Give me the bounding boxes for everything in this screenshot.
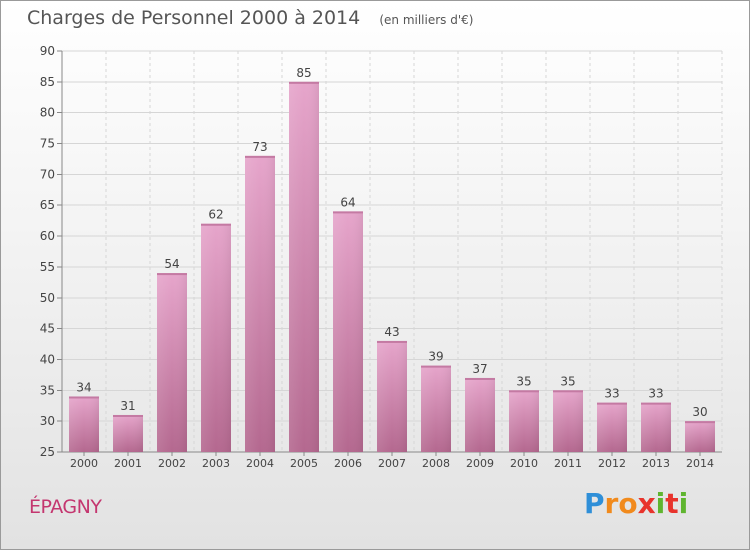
bar-top <box>685 421 715 424</box>
data-label: 30 <box>692 405 707 419</box>
bar-top <box>377 340 407 343</box>
x-tick-label: 2007 <box>378 457 406 470</box>
bar-top <box>157 273 187 276</box>
logo-letter: x <box>637 487 656 520</box>
data-label: 34 <box>76 380 91 394</box>
y-tick-label: 40 <box>40 352 55 366</box>
x-tick-label: 2004 <box>246 457 274 470</box>
bar-shine <box>157 273 187 452</box>
data-label: 64 <box>340 195 355 209</box>
data-label: 73 <box>252 140 267 154</box>
bar-top <box>201 223 231 226</box>
bar-top <box>69 396 99 399</box>
data-label: 43 <box>384 325 399 339</box>
y-tick-label: 25 <box>40 445 55 459</box>
x-tick-label: 2005 <box>290 457 318 470</box>
y-tick-label: 70 <box>40 167 55 181</box>
bar-shine <box>641 402 671 452</box>
bar-shine <box>113 414 143 452</box>
proxiti-logo: Proxiti <box>584 487 688 520</box>
bar-top <box>465 377 495 380</box>
y-tick-label: 50 <box>40 291 55 305</box>
bar-shine <box>685 421 715 452</box>
bar-shine <box>377 340 407 452</box>
bar-top <box>245 155 275 158</box>
bar-shine <box>333 211 363 452</box>
logo-letter: r <box>604 487 619 520</box>
y-tick-label: 65 <box>40 198 55 212</box>
bar-top <box>421 365 451 368</box>
bar-top <box>113 414 143 417</box>
bar-shine <box>509 390 539 452</box>
x-tick-label: 2000 <box>70 457 98 470</box>
data-label: 33 <box>604 387 619 401</box>
data-label: 35 <box>560 374 575 388</box>
data-label: 62 <box>208 208 223 222</box>
x-tick-label: 2006 <box>334 457 362 470</box>
logo-letter: P <box>584 487 605 520</box>
x-tick-label: 2013 <box>642 457 670 470</box>
x-tick-label: 2014 <box>686 457 714 470</box>
bar-top <box>553 390 583 393</box>
x-tick-label: 2003 <box>202 457 230 470</box>
y-tick-label: 55 <box>40 260 55 274</box>
x-tick-label: 2001 <box>114 457 142 470</box>
bar-shine <box>465 377 495 452</box>
logo-letter: o <box>618 487 638 520</box>
y-tick-label: 45 <box>40 322 55 336</box>
logo-letter: t <box>665 487 679 520</box>
chart-subtitle: (en milliers d'€) <box>379 13 474 27</box>
bar-shine <box>553 390 583 452</box>
bars <box>69 81 715 452</box>
y-tick-label: 35 <box>40 383 55 397</box>
data-label: 33 <box>648 387 663 401</box>
bar-top <box>641 402 671 405</box>
chart-title: Charges de Personnel 2000 à 2014 <box>27 7 361 29</box>
x-tick-label: 2008 <box>422 457 450 470</box>
bar-shine <box>201 223 231 452</box>
bar-shine <box>597 402 627 452</box>
bar-top <box>597 402 627 405</box>
x-tick-label: 2002 <box>158 457 186 470</box>
y-tick-label: 60 <box>40 229 55 243</box>
data-label: 35 <box>516 374 531 388</box>
bar-top <box>509 390 539 393</box>
x-tick-label: 2012 <box>598 457 626 470</box>
bar-shine <box>69 396 99 452</box>
data-label: 39 <box>428 350 443 364</box>
bar-shine <box>289 81 319 452</box>
bar-shine <box>245 155 275 452</box>
city-name: ÉPAGNY <box>29 496 102 518</box>
y-tick-label: 90 <box>40 44 55 58</box>
bar-top <box>333 211 363 214</box>
x-tick-label: 2010 <box>510 457 538 470</box>
data-label: 54 <box>164 257 179 271</box>
data-labels: 34 31 54 62 73 85 64 43 39 37 35 35 33 33 30 <box>76 66 707 419</box>
logo-letter: i <box>678 487 689 520</box>
x-tick-label: 2011 <box>554 457 582 470</box>
data-label: 31 <box>120 399 135 413</box>
y-tick-label: 80 <box>40 106 55 120</box>
data-label: 37 <box>472 362 487 376</box>
axes: 25 30 35 40 45 50 55 60 65 70 75 80 85 90 2000 2001 2002… <box>40 44 722 470</box>
y-tick-label: 85 <box>40 75 55 89</box>
bar-shine <box>421 365 451 452</box>
logo-letter: i <box>655 487 666 520</box>
x-tick-label: 2009 <box>466 457 494 470</box>
y-tick-label: 75 <box>40 137 55 151</box>
title-row: Charges de Personnel 2000 à 2014 (en mil… <box>27 7 473 29</box>
data-label: 85 <box>296 66 311 80</box>
bar-top <box>289 81 319 84</box>
y-tick-label: 30 <box>40 414 55 428</box>
